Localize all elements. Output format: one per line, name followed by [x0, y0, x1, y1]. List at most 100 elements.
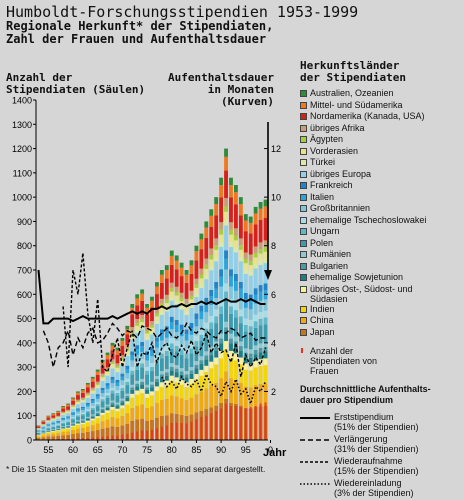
- bar-segment: [165, 295, 169, 300]
- bar-segment: [199, 239, 203, 249]
- bar-segment: [160, 299, 164, 304]
- x-axis-label: Jahr: [263, 447, 287, 459]
- y-tick-label: 800: [17, 241, 32, 251]
- bar-segment: [155, 382, 159, 386]
- bar-segment: [76, 408, 80, 409]
- bar-segment: [185, 334, 189, 340]
- bar-segment: [160, 371, 164, 374]
- bar-segment: [140, 294, 144, 301]
- bar-segment: [254, 361, 258, 368]
- bar-segment: [254, 345, 258, 349]
- bar-segment: [120, 391, 124, 399]
- bar-segment: [175, 320, 179, 325]
- bar-segment: [175, 369, 179, 372]
- bar-stack: [120, 338, 124, 440]
- bar-segment: [51, 430, 55, 431]
- bar-segment: [259, 260, 263, 264]
- bar-segment: [130, 408, 134, 421]
- bar-segment: [37, 437, 41, 438]
- bar-segment: [106, 353, 110, 355]
- bar-segment: [219, 269, 223, 276]
- bar-segment: [160, 400, 164, 416]
- legend-item: übriges Afrika: [300, 123, 462, 135]
- bar-segment: [175, 372, 179, 377]
- y-tick-label: 1000: [12, 193, 32, 203]
- bar-segment: [224, 171, 228, 198]
- bar-segment: [130, 314, 134, 327]
- bar-segment: [66, 429, 70, 432]
- bar-segment: [61, 419, 65, 420]
- bar-segment: [229, 306, 233, 313]
- bar-segment: [130, 398, 134, 408]
- bar-segment: [46, 427, 50, 428]
- bar-segment: [145, 360, 149, 366]
- bar-segment: [101, 421, 105, 429]
- bar-segment: [150, 325, 154, 328]
- women-bar: [265, 402, 267, 440]
- legend-item: Frankreich: [300, 180, 462, 192]
- bar-segment: [199, 356, 203, 360]
- legend-swatch: [300, 194, 307, 201]
- legend-swatch: [300, 240, 307, 247]
- bar-segment: [130, 327, 134, 331]
- legend-item: Italien: [300, 192, 462, 204]
- bar-segment: [165, 376, 169, 381]
- bar-segment: [259, 343, 263, 347]
- bar-segment: [150, 387, 154, 391]
- bar-segment: [96, 416, 100, 418]
- bar-segment: [101, 381, 105, 388]
- bar-stack: [51, 413, 55, 440]
- bar-segment: [214, 215, 218, 238]
- bar-segment: [244, 325, 248, 331]
- bar-segment: [264, 247, 268, 252]
- bar-segment: [259, 348, 263, 352]
- bar-stack: [199, 234, 203, 440]
- legend-swatch: [300, 148, 307, 155]
- bar-segment: [76, 404, 80, 408]
- bar-segment: [170, 317, 174, 322]
- bar-segment: [125, 401, 129, 404]
- bar-segment: [219, 230, 223, 235]
- bar-segment: [229, 247, 233, 269]
- y2-tick-label: 4: [271, 338, 276, 348]
- bar-segment: [101, 407, 105, 409]
- bar-segment: [61, 409, 65, 412]
- bar-segment: [81, 419, 85, 420]
- bar-segment: [190, 374, 194, 379]
- bar-segment: [86, 427, 90, 432]
- legend-swatch: [300, 136, 307, 143]
- bar-segment: [214, 238, 218, 245]
- bar-segment: [66, 427, 70, 428]
- bar-segment: [111, 388, 115, 391]
- bar-segment: [61, 407, 65, 409]
- bar-segment: [106, 395, 110, 397]
- legend-label: Rumänien: [310, 249, 351, 259]
- bar-segment: [61, 427, 65, 428]
- bar-segment: [120, 376, 124, 380]
- bar-segment: [130, 394, 134, 398]
- bar-segment: [170, 322, 174, 329]
- bar-stack: [56, 411, 60, 440]
- legend-item: ehemalige Sowjetunion: [300, 272, 462, 284]
- bar-segment: [145, 355, 149, 360]
- bar-segment: [229, 198, 233, 223]
- line-legend-label: Wiederaufnahme: [334, 456, 462, 466]
- x-tick-label: 75: [142, 445, 152, 455]
- bar-segment: [76, 425, 80, 429]
- bar-segment: [254, 315, 258, 322]
- bar-segment: [61, 418, 65, 419]
- bar-segment: [96, 406, 100, 411]
- bar-segment: [125, 326, 129, 329]
- bar-segment: [249, 271, 253, 275]
- bar-segment: [66, 410, 70, 411]
- bar-stack: [76, 391, 80, 440]
- bar-segment: [199, 284, 203, 288]
- bar-stack: [224, 149, 228, 440]
- bar-segment: [175, 295, 179, 300]
- bar-segment: [150, 406, 154, 420]
- legend-swatch: [300, 274, 307, 281]
- bar-segment: [91, 417, 95, 419]
- bar-segment: [51, 431, 55, 432]
- bar-segment: [229, 277, 233, 287]
